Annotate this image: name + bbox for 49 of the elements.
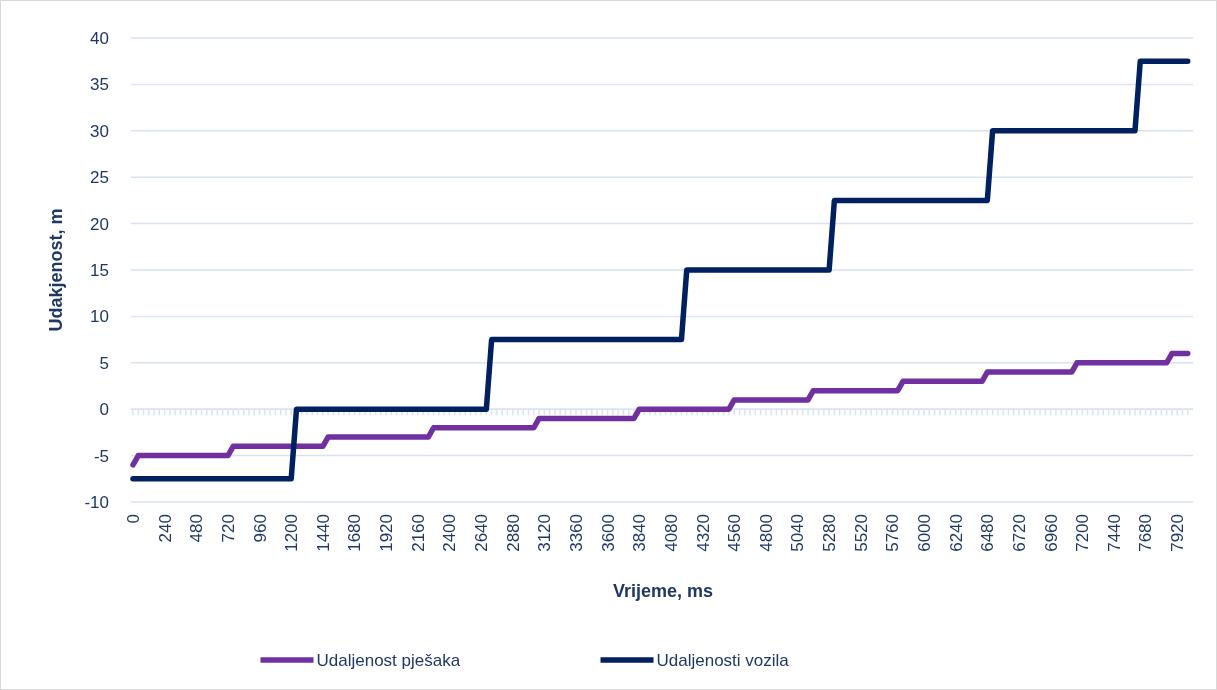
- y-tick-label: 0: [99, 400, 109, 420]
- x-tick-label: 1920: [377, 514, 397, 552]
- x-tick-label: 1440: [313, 514, 333, 552]
- x-tick-label: 5520: [851, 514, 871, 552]
- x-tick-label: 1200: [282, 514, 302, 552]
- y-tick-label: 25: [90, 168, 109, 188]
- x-tick-label: 6240: [946, 514, 966, 552]
- x-tick-label: 6000: [914, 514, 934, 552]
- y-tick-label: 30: [90, 121, 109, 141]
- x-tick-label: 7920: [1168, 514, 1188, 552]
- y-tick-label: 20: [90, 214, 109, 234]
- y-tick-label: 5: [99, 353, 109, 373]
- x-tick-label: 5760: [883, 514, 903, 552]
- x-tick-label: 6960: [1041, 514, 1061, 552]
- x-tick-label: 3120: [535, 514, 555, 552]
- x-tick-label: 6480: [978, 514, 998, 552]
- x-tick-label: 2400: [440, 514, 460, 552]
- x-tick-label: 720: [218, 514, 238, 543]
- x-tick-label: 480: [187, 514, 207, 543]
- x-tick-label: 4320: [693, 514, 713, 552]
- y-tick-label: 15: [90, 260, 109, 280]
- x-tick-label: 3600: [598, 514, 618, 552]
- x-tick-label: 4080: [661, 514, 681, 552]
- x-tick-label: 3840: [630, 514, 650, 552]
- x-tick-label: 960: [250, 514, 270, 543]
- y-tick-label: 40: [90, 28, 109, 48]
- y-axis-title: Udakjenost, m: [46, 208, 66, 332]
- x-tick-label: 4560: [725, 514, 745, 552]
- y-tick-label: 35: [90, 75, 109, 95]
- x-tick-label: 6720: [1009, 514, 1029, 552]
- x-tick-label: 2640: [472, 514, 492, 552]
- x-tick-label: 4800: [756, 514, 776, 552]
- y-tick-label: -10: [84, 492, 109, 512]
- x-tick-label: 2160: [408, 514, 428, 552]
- y-tick-label: 10: [90, 307, 109, 327]
- x-tick-label: 1680: [345, 514, 365, 552]
- y-tick-label: -5: [93, 446, 109, 466]
- x-tick-label: 240: [155, 514, 175, 543]
- legend-label: Udaljenost pješaka: [316, 650, 461, 670]
- x-tick-label: 7440: [1104, 514, 1124, 552]
- x-tick-label: 7200: [1073, 514, 1093, 552]
- legend-label: Udaljenosti vozila: [656, 650, 790, 670]
- x-axis-title: Vrijeme, ms: [612, 581, 714, 601]
- x-tick-label: 0: [123, 514, 143, 524]
- x-tick-label: 3360: [566, 514, 586, 552]
- x-tick-label: 7680: [1136, 514, 1156, 552]
- x-tick-label: 5280: [820, 514, 840, 552]
- x-tick-label: 5040: [788, 514, 808, 552]
- x-tick-label: 2880: [503, 514, 523, 552]
